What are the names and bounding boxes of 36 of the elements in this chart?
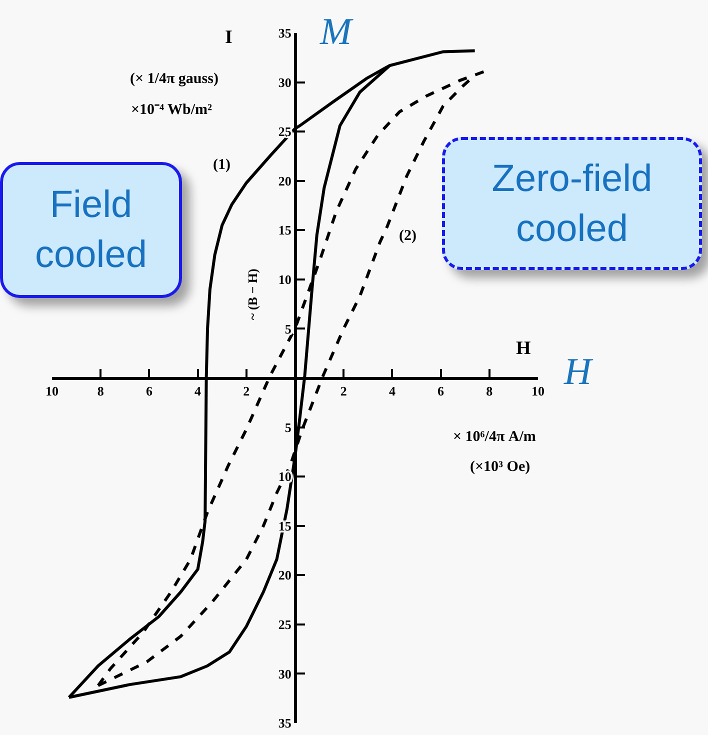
annotation: M: [319, 11, 354, 53]
x-tick-label: 6: [146, 384, 153, 399]
annotation: (1): [213, 157, 230, 173]
y-tick-label: 30: [278, 74, 292, 90]
rounded-box: Zero-field cooled: [442, 137, 702, 270]
annotation: ~ (B − H): [245, 268, 260, 320]
x-tick-label: 6: [438, 384, 445, 399]
x-tick-label: 2: [243, 384, 250, 399]
x-tick-label: 2: [340, 384, 347, 399]
y-tick-label: 5: [284, 420, 292, 435]
y-tick-label: 35: [278, 26, 292, 41]
y-tick-label: 25: [278, 616, 292, 632]
x-tick-label: 8: [97, 384, 104, 399]
x-tick-label: 4: [388, 384, 396, 399]
x-tick-label: 10: [46, 384, 58, 399]
x-tick-label: 10: [532, 384, 544, 399]
y-tick-label: 5: [284, 321, 292, 336]
y-tick-label: 35: [278, 716, 292, 731]
x-tick-label: 8: [486, 384, 494, 399]
y-tick-label: 20: [278, 568, 292, 583]
annotation: × 10⁶/4π A/m: [453, 429, 536, 445]
y-tick-label: 10: [278, 272, 292, 287]
annotation: (× 1/4π gauss): [130, 71, 218, 87]
y-tick-label: 30: [278, 666, 292, 682]
x-tick-label: 4: [194, 384, 202, 399]
y-tick-label: 20: [278, 173, 292, 188]
annotation: Field cooled: [34, 183, 148, 278]
y-tick-label: 15: [278, 222, 292, 238]
annotation: Zero-field cooled: [490, 156, 654, 252]
annotation: (×10³ Oe): [470, 459, 530, 475]
x-axis-title: H: [516, 338, 531, 359]
rounded-box: Field cooled: [0, 162, 182, 298]
annotation: (2): [399, 228, 416, 244]
text: H: [563, 351, 594, 393]
annotation: ×10⁻⁴ Wb/m²: [131, 102, 213, 118]
y-axis-title: I: [225, 27, 232, 48]
